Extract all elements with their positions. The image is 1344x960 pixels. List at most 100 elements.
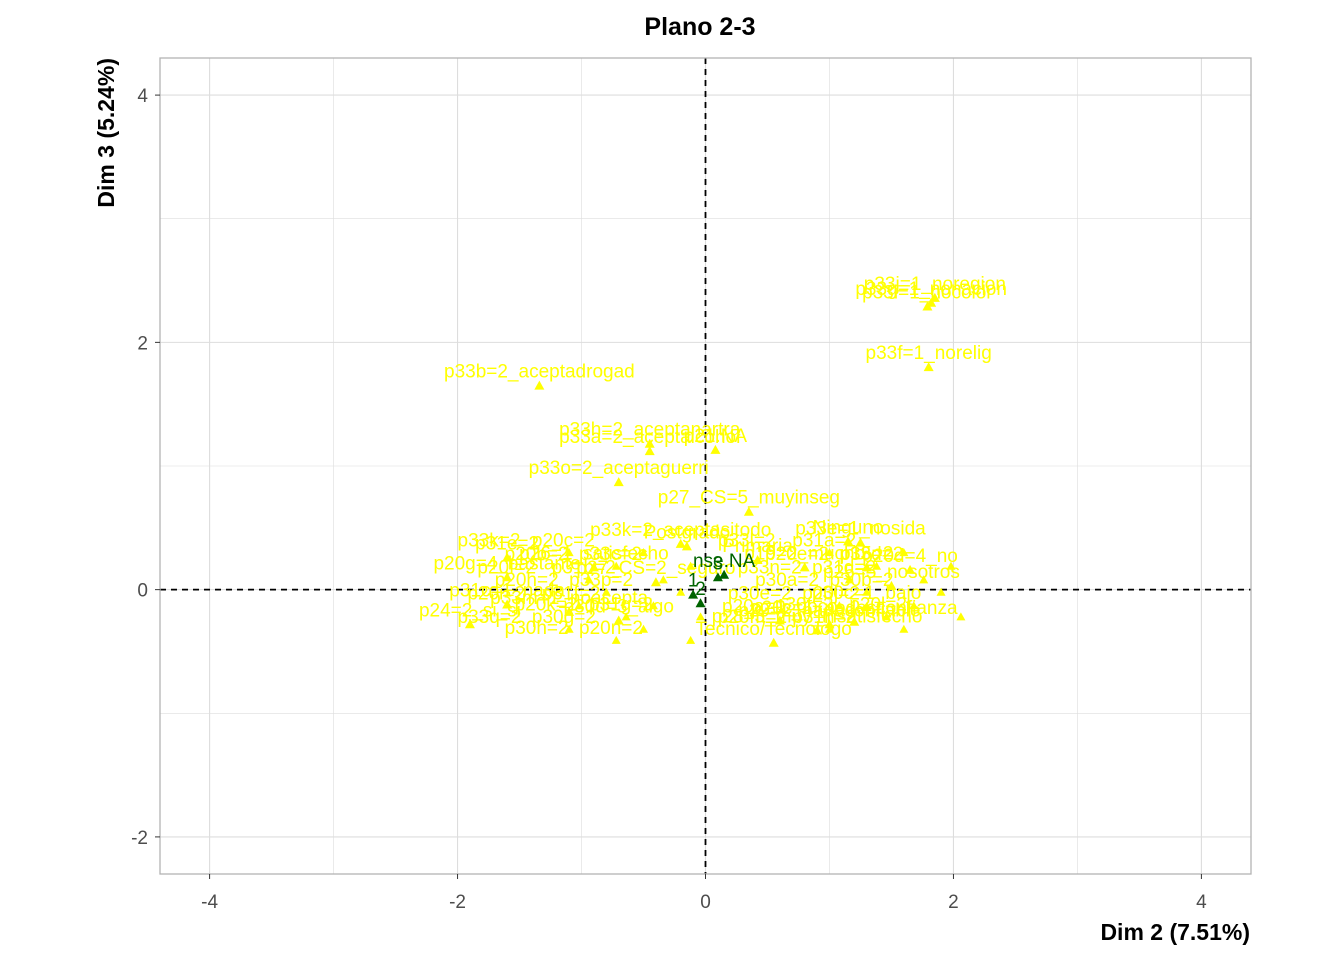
x-tick-label: -2	[449, 892, 466, 913]
data-point-label: p29=2_nadaconfiable	[738, 600, 920, 621]
cluster-label: p31b=2	[552, 558, 616, 579]
data-point	[613, 477, 624, 487]
data-point	[644, 438, 655, 448]
data-point-label: p20a=1_poco	[722, 597, 838, 618]
data-point-label: p30c=1_bajo	[812, 583, 921, 604]
cluster-point	[686, 561, 696, 570]
y-tick-label: 4	[137, 86, 148, 107]
cluster-point	[824, 624, 834, 633]
y-tick-label: 0	[137, 581, 148, 602]
data-point-label: p24=2_si_si	[419, 600, 521, 621]
cluster-label: p33l=2	[718, 530, 776, 551]
data-point	[752, 554, 763, 564]
data-point	[502, 599, 513, 609]
cluster-point	[648, 601, 658, 610]
y-tick-label: -2	[131, 828, 148, 849]
cluster-label: p20h=2	[495, 570, 559, 591]
data-point	[861, 562, 872, 572]
cluster-point	[844, 575, 854, 584]
data-point-label: p33m=1_noacepta	[490, 588, 648, 609]
cluster-point	[639, 548, 649, 557]
cluster-label: p31f=2	[542, 584, 601, 605]
data-point	[464, 619, 475, 629]
data-point	[922, 301, 933, 311]
cluster-point	[564, 624, 574, 633]
cluster-label: p31h=2	[792, 607, 856, 628]
data-point-label: Postgrado	[644, 522, 731, 543]
data-point-label: p33f=1_norelig	[866, 343, 992, 364]
axis-ticks: -4 -2 0 2 4 -2 0 2 4	[131, 86, 1207, 913]
data-point-label: p20g=4_bastante	[433, 553, 580, 574]
data-point-label: p33i=1_nocolor	[862, 283, 993, 304]
cluster-label: p30h=2	[505, 618, 569, 639]
data-point	[774, 615, 785, 625]
cluster-point	[611, 561, 621, 570]
x-axis-title: Dim 2 (7.51%)	[1100, 919, 1250, 945]
data-point	[812, 625, 823, 635]
label-cluster: p33k=2 p20c=2 p33l=2 p31a=2 p20b=2 p33c=2 p20e…	[458, 530, 907, 639]
data-point	[855, 537, 866, 547]
cluster-point	[936, 587, 946, 596]
y-axis-title: Dim 3 (5.24%)	[93, 58, 119, 208]
cluster-point	[872, 561, 882, 570]
data-point	[588, 562, 599, 572]
data-point	[710, 444, 721, 454]
cluster-label: p20j=2	[802, 584, 860, 605]
data-point-label: p19=2_mucho	[744, 543, 865, 564]
data-point-label: nse.NA	[693, 551, 756, 572]
data-point	[768, 637, 779, 647]
data-point-label: Tecnico/Tecnologo	[696, 619, 852, 640]
cluster-point	[611, 635, 621, 644]
data-point	[695, 598, 706, 608]
data-point	[843, 536, 854, 546]
grid-lines	[160, 58, 1251, 874]
data-point-label: p21.NA	[684, 426, 748, 447]
cluster-label: p33p=2	[569, 570, 633, 591]
cluster-point	[601, 587, 611, 596]
cluster-label: p30a=2	[755, 570, 819, 591]
data-point	[861, 601, 872, 611]
data-point-label: p27_CS=2_seguro	[576, 558, 735, 579]
data-point	[712, 572, 723, 582]
cluster-point	[899, 548, 909, 557]
x-tick-label: 4	[1196, 892, 1207, 913]
data-point	[824, 619, 835, 629]
chart-title: Plano 2-3	[644, 13, 755, 41]
cluster-label: p31d=2	[812, 558, 876, 579]
data-point	[799, 562, 810, 572]
data-point	[675, 538, 686, 548]
cluster-point	[862, 587, 872, 596]
data-point	[849, 616, 860, 626]
cluster-label: p33q=2	[458, 607, 522, 628]
cluster-label: p20e=2	[765, 544, 829, 565]
cluster-point	[946, 561, 956, 570]
cluster-label: p30b=2	[829, 570, 893, 591]
cluster-point	[574, 601, 584, 610]
cluster-point	[899, 624, 909, 633]
cluster-label: p20m=2	[718, 607, 787, 628]
data-point	[650, 577, 661, 587]
data-point-label: p20c=1_nodesconfianza	[751, 598, 958, 619]
data-point	[905, 564, 916, 574]
cluster-point	[909, 601, 919, 610]
data-point-label: p31c=1_nada	[449, 580, 565, 601]
cluster-point	[658, 575, 668, 584]
cluster-label: p33d=2	[839, 544, 903, 565]
data-point	[929, 292, 940, 302]
data-point-label: p28=3_muy_insatisfecho	[712, 606, 923, 627]
data-point-label: p33j=1_noregion	[864, 274, 1006, 295]
cluster-point	[584, 575, 594, 584]
cluster-point	[919, 575, 929, 584]
cluster-label: p20c=2	[532, 530, 595, 551]
cluster-point	[882, 612, 892, 621]
cluster-label: p20k=2	[515, 595, 578, 616]
data-point	[923, 362, 934, 372]
data-point-label: Ninguno	[813, 517, 884, 538]
x-tick-label: 0	[700, 892, 711, 913]
data-point-label: 3	[713, 553, 724, 574]
cluster-point	[686, 635, 696, 644]
data-point	[564, 606, 575, 616]
cluster-point	[696, 612, 706, 621]
y-tick-label: 2	[137, 333, 148, 354]
